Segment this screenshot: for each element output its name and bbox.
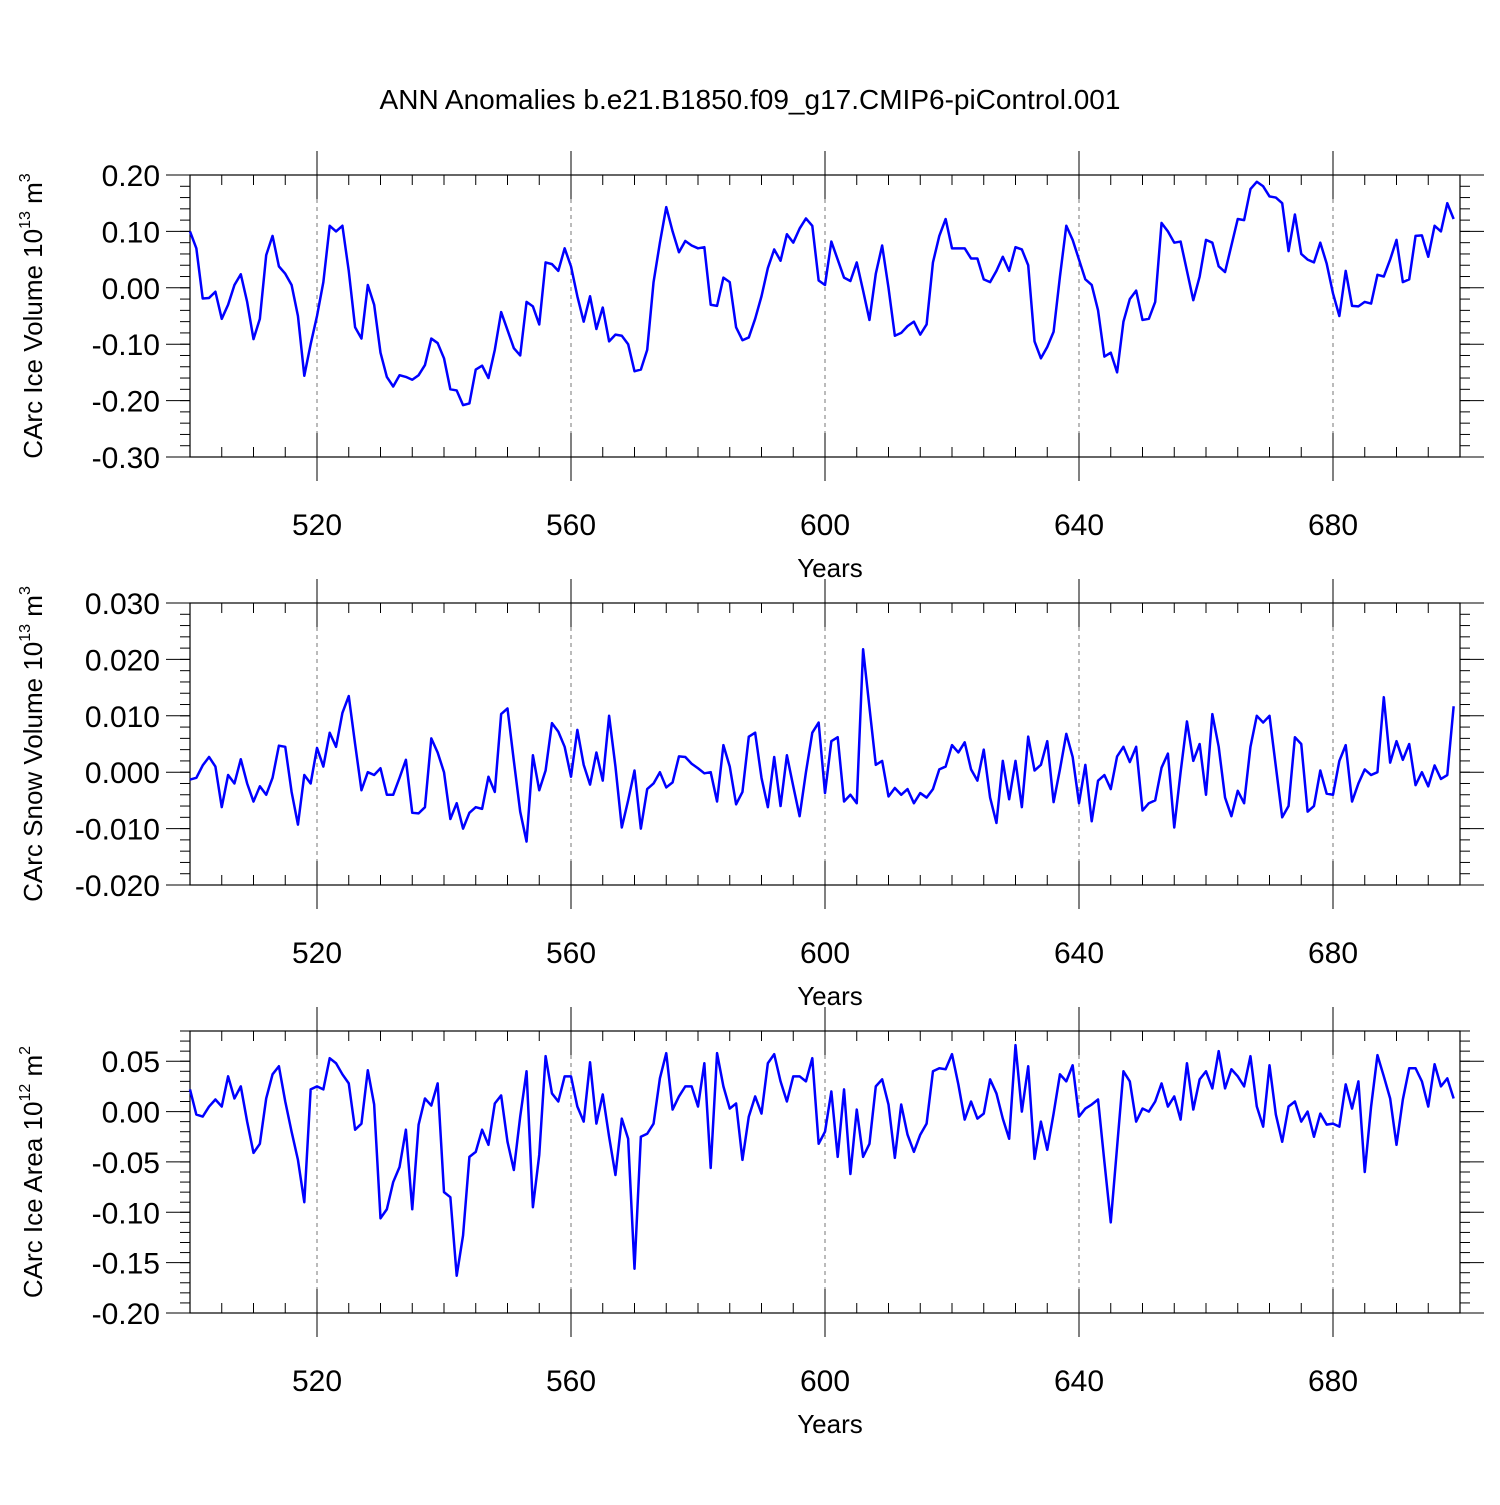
- y-tick-label: 0.05: [102, 1046, 160, 1079]
- x-tick-label: 600: [800, 937, 850, 970]
- y-axis-title: CArc Snow Volume 1013 m3: [17, 586, 48, 902]
- x-tick-label: 560: [546, 1365, 596, 1398]
- x-tick-label: 520: [292, 937, 342, 970]
- series-line-ice-area: [188, 1043, 1455, 1277]
- y-tick-label: -0.20: [92, 386, 160, 419]
- x-tick-label: 640: [1054, 937, 1104, 970]
- x-tick-label: 600: [800, 1365, 850, 1398]
- x-tick-label: 640: [1054, 509, 1104, 542]
- x-tick-label: 560: [546, 509, 596, 542]
- series-line-ice-volume: [188, 180, 1455, 407]
- x-axis-title: Years: [797, 1409, 863, 1439]
- series-line-snow-volume: [189, 648, 1455, 843]
- y-tick-label: 0.00: [102, 273, 160, 306]
- y-tick-label: 0.000: [85, 757, 160, 790]
- x-tick-label: 560: [546, 937, 596, 970]
- y-tick-label: 0.10: [102, 216, 160, 249]
- panel-ice-area: 520 560 600 640 680 -0.20 -0.15 -0.10 -0.05 0.00 0…: [17, 1007, 1484, 1439]
- x-tick-label: 600: [800, 509, 850, 542]
- y-tick-label: -0.15: [92, 1248, 160, 1281]
- x-tick-label: 680: [1308, 1365, 1358, 1398]
- chart-title: ANN Anomalies b.e21.B1850.f09_g17.CMIP6-…: [379, 84, 1121, 115]
- x-tick-label: 520: [292, 1365, 342, 1398]
- y-tick-label: -0.020: [75, 870, 160, 903]
- x-tick-label: 680: [1308, 509, 1358, 542]
- x-axis-title: Years: [797, 553, 863, 583]
- y-tick-label: -0.10: [92, 1197, 160, 1230]
- y-tick-label: 0.020: [85, 644, 160, 677]
- y-tick-label: -0.30: [92, 442, 160, 475]
- y-tick-label: -0.10: [92, 329, 160, 362]
- y-tick-label: 0.010: [85, 701, 160, 734]
- panel-ice-volume: 520 560 600 640 680 -0.30 -0.20 -0.10 0.00 0.10 0.…: [17, 151, 1484, 583]
- x-tick-label: 520: [292, 509, 342, 542]
- x-tick-label: 640: [1054, 1365, 1104, 1398]
- y-tick-label: -0.05: [92, 1147, 160, 1180]
- plot-frame: [189, 1030, 1461, 1314]
- x-tick-label: 680: [1308, 937, 1358, 970]
- y-tick-label: 0.00: [102, 1097, 160, 1130]
- y-axis-title: CArc Ice Area 1012 m2: [17, 1046, 48, 1298]
- y-axis-title: CArc Ice Volume 1013 m3: [17, 173, 48, 458]
- y-tick-label: 0.20: [102, 160, 160, 193]
- y-tick-label: -0.010: [75, 814, 160, 847]
- y-tick-label: -0.20: [92, 1298, 160, 1331]
- x-axis-title: Years: [797, 981, 863, 1011]
- y-tick-label: 0.030: [85, 588, 160, 621]
- plot-frame: [189, 174, 1461, 458]
- panel-snow-volume: 520 560 600 640 680 -0.020 -0.010 0.000 0.010 0.0…: [17, 579, 1484, 1011]
- plot-frame: [189, 602, 1461, 886]
